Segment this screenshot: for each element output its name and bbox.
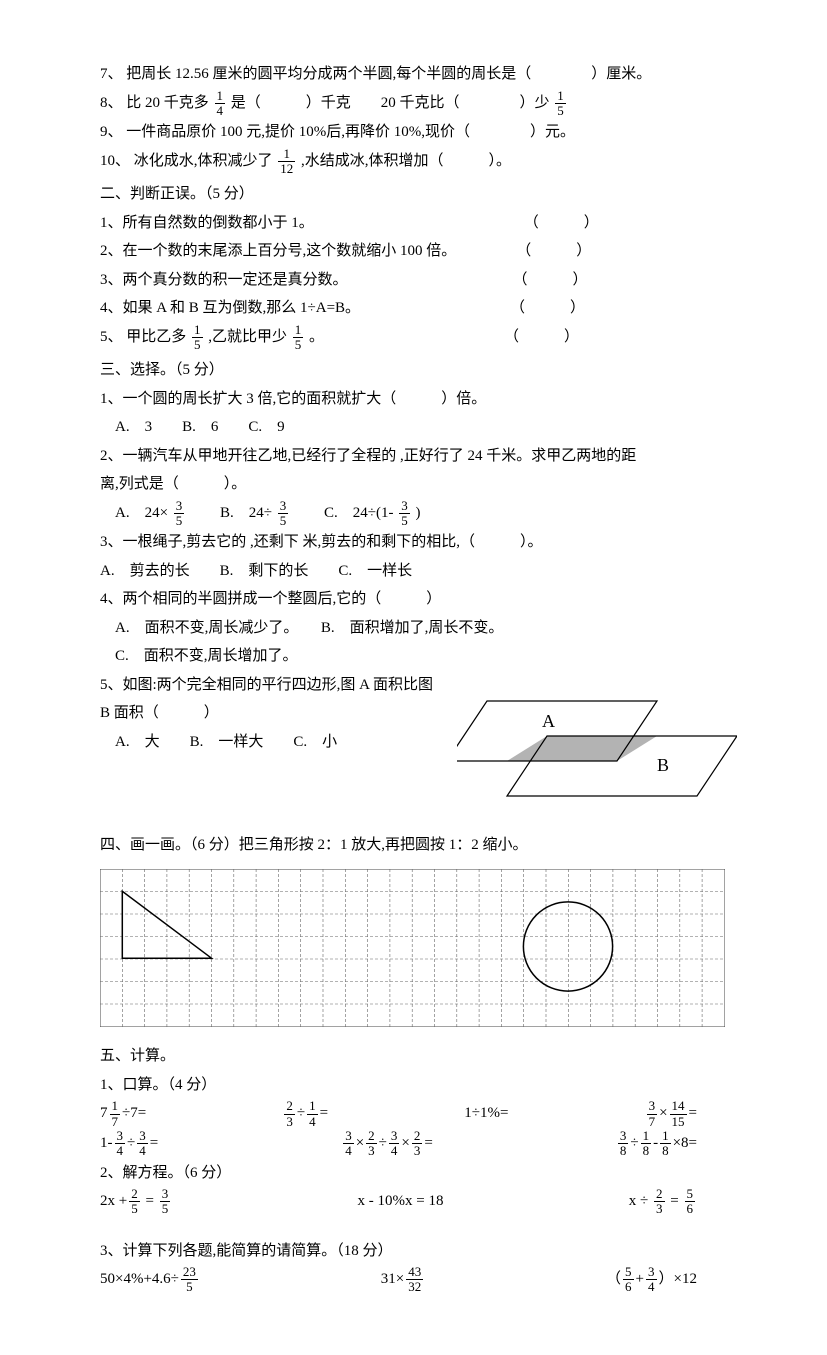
s3-q4-opts2: C. 面积不变,周长增加了。 [100,642,737,671]
s2-5-frac2: 15 [293,323,304,353]
s3-q1: 1、一个圆的周长扩大 3 倍,它的面积就扩大（ ）倍。 [100,385,737,414]
s3-q2-opts: A. 24× 35 B. 24÷ 35 C. 24÷(1- 35 ) [100,499,737,529]
s5-calcs: 50×4%+4.6÷235 31×4332 （56+34）×12 [100,1265,737,1295]
q10-a: 冰化成水,体积减少了 [134,153,273,169]
q10-b: ,水结成冰,体积增加（ ）。 [301,153,511,169]
s3-q4-opts: A. 面积不变,周长减少了。 B. 面积增加了,周长不变。 [100,614,737,643]
grid-figure [100,869,737,1032]
s2-item-3: 3、两个真分数的积一定还是真分数。 （ ） [100,266,737,295]
s5-sub2: 2、解方程。（6 分） [100,1159,737,1188]
s3-q2-frac-a: 35 [174,499,185,529]
s3-q2-frac-b: 35 [278,499,289,529]
s2-item-5: 5、 甲比乙多 15 ,乙就比甲少 15 。 （ ） [100,323,737,353]
s3-q5-row: 5、如图:两个完全相同的平行四边形,图 A 面积比图 B 面积（ ） A. 大 … [100,671,737,831]
calc-expr-2: 31×4332 [381,1265,425,1295]
s3-q1-opts: A. 3 B. 6 C. 9 [100,413,737,442]
q7: 7、 把周长 12.56 厘米的圆平均分成两个半圆,每个半圆的周长是（ ）厘米。 [100,60,737,89]
overlap-region [507,736,657,761]
s3-q2: 2、一辆汽车从甲地开往乙地,已经行了全程的 ,正好行了 24 千米。求甲乙两地的… [100,442,737,471]
s5-row2: 1-34÷34= 34×23÷34×23= 38÷18-18×8= [100,1129,737,1159]
section2-heading: 二、判断正误。（5 分） [100,180,737,209]
calc-item: 717÷7= [100,1099,146,1129]
calc-expr-3: （56+34）×12 [606,1265,697,1295]
section3-heading: 三、选择。（5 分） [100,356,737,385]
q10-num: 10、 [100,153,130,169]
calc-item: 1-34÷34= [100,1129,158,1159]
s3-q5-opts: A. 大 B. 一样大 C. 小 [100,728,447,757]
s2-item-2: 2、在一个数的末尾添上百分号,这个数就缩小 100 倍。 （ ） [100,237,737,266]
q9: 9、 一件商品原价 100 元,提价 10%后,再降价 10%,现价（ ）元。 [100,118,737,147]
s5-sub1: 1、口算。（4 分） [100,1071,737,1100]
s3-q2b: 离,列式是（ ）。 [100,470,737,499]
equation-3: x ÷ 23 = 56 [629,1187,697,1217]
section5-heading: 五、计算。 [100,1042,737,1071]
q7-num: 7、 [100,66,123,82]
section4-heading: 四、画一画。（6 分）把三角形按 2：1 放大,再把圆按 1：2 缩小。 [100,831,737,860]
calc-item: 23÷14= [282,1099,328,1129]
parallelogram-figure: A B [457,681,737,821]
s3-q5b: B 面积（ ） [100,699,447,728]
q8-a: 比 20 千克多 [126,95,209,111]
label-a: A [542,711,555,731]
calc-item: 38÷18-18×8= [616,1129,697,1159]
q8-frac2: 15 [555,89,566,119]
s5-row1: 717÷7= 23÷14= 1÷1%= 37×1415= [100,1099,737,1129]
s3-q5: 5、如图:两个完全相同的平行四边形,图 A 面积比图 [100,671,447,700]
calc-expr-1: 50×4%+4.6÷235 [100,1265,200,1295]
q9-text: 一件商品原价 100 元,提价 10%后,再降价 10%,现价（ ）元。 [126,124,575,140]
q10: 10、 冰化成水,体积减少了 112 ,水结成冰,体积增加（ ）。 [100,147,737,177]
q7-text: 把周长 12.56 厘米的圆平均分成两个半圆,每个半圆的周长是（ ）厘米。 [126,66,651,82]
label-b: B [657,755,669,775]
s3-q4: 4、两个相同的半圆拼成一个整圆后,它的（ ） [100,585,737,614]
s5-sub3: 3、计算下列各题,能简算的请简算。（18 分） [100,1237,737,1266]
q8-num: 8、 [100,95,123,111]
calc-item: 34×23÷34×23= [341,1129,433,1159]
page-content: 7、 把周长 12.56 厘米的圆平均分成两个半圆,每个半圆的周长是（ ）厘米。… [0,0,827,1355]
q8-frac1: 14 [215,89,226,119]
equation-2: x - 10%x = 18 [358,1187,444,1217]
s5-eqs: 2x +25 = 35 x - 10%x = 18 x ÷ 23 = 56 [100,1187,737,1217]
q9-num: 9、 [100,124,123,140]
s2-item-1: 1、所有自然数的倒数都小于 1。 （ ） [100,209,737,238]
q8-b: 是（ ）千克 20 千克比（ ）少 [231,95,550,111]
s2-5-frac1: 15 [192,323,203,353]
s2-item-4: 4、如果 A 和 B 互为倒数,那么 1÷A=B。 （ ） [100,294,737,323]
s3-q3-opts: A. 剪去的长 B. 剩下的长 C. 一样长 [100,557,737,586]
calc-item: 37×1415= [645,1099,697,1129]
equation-1: 2x +25 = 35 [100,1187,172,1217]
q8: 8、 比 20 千克多 14 是（ ）千克 20 千克比（ ）少 15 [100,89,737,119]
s3-q3: 3、一根绳子,剪去它的 ,还剩下 米,剪去的和剩下的相比,（ ）。 [100,528,737,557]
s3-q2-frac-c: 35 [399,499,410,529]
q10-frac: 112 [278,147,295,177]
calc-item: 1÷1%= [464,1099,508,1129]
